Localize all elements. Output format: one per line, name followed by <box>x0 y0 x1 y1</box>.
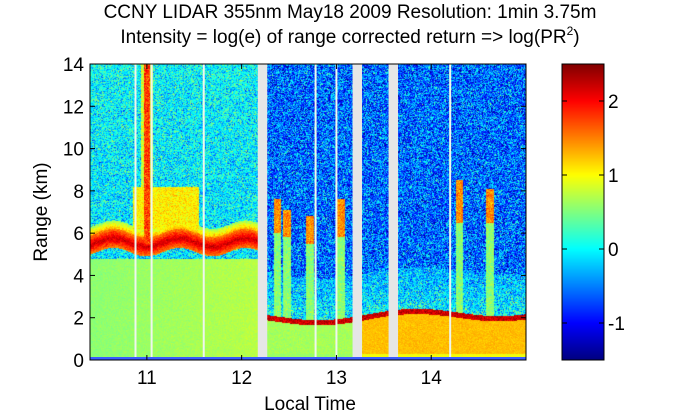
colorbar-gradient <box>562 64 604 360</box>
y-tick-label: 12 <box>63 97 84 118</box>
missing-profile-line <box>335 64 338 360</box>
near-surface-band <box>90 357 526 360</box>
x-tick-label: 12 <box>231 368 252 389</box>
y-tick-label: 10 <box>63 140 84 161</box>
lidar-heatmap <box>90 64 526 360</box>
colorbar-tick-label: 2 <box>608 92 619 113</box>
x-tick-label: 11 <box>137 368 157 389</box>
plot-area: 11 12 13 14 0 2 4 6 8 10 12 14 <box>63 55 527 389</box>
colorbar-tick-label: 1 <box>608 166 619 187</box>
subtitle-suffix: ) <box>573 27 580 48</box>
x-axis: 11 12 13 14 <box>137 64 442 389</box>
y-tick-label: 8 <box>73 182 84 203</box>
data-gap <box>352 64 363 360</box>
y-axis: 0 2 4 6 8 10 12 14 <box>63 55 526 372</box>
colorbar-tick-label: 0 <box>608 240 619 261</box>
colorbar-ticks: -1 0 1 2 <box>562 92 625 335</box>
subtitle-prefix: Intensity = log(e) of range corrected re… <box>120 27 567 48</box>
y-tick-label: 6 <box>73 224 84 245</box>
missing-profile-line <box>449 64 452 360</box>
colorbar: -1 0 1 2 <box>561 63 625 361</box>
missing-profile-line <box>202 64 205 360</box>
y-axis-label: Range (km) <box>31 162 52 262</box>
y-tick-label: 0 <box>73 351 84 372</box>
plot-frame <box>89 63 527 361</box>
colorbar-tick-label: -1 <box>608 314 625 335</box>
missing-profile-line <box>314 64 317 360</box>
y-tick-label: 4 <box>73 266 84 287</box>
subtitle-superscript: 2 <box>566 24 574 38</box>
x-axis-label: Local Time <box>264 394 356 415</box>
data-gap <box>388 64 399 360</box>
missing-profile-line <box>134 64 137 360</box>
missing-profile-line <box>150 64 153 360</box>
data-gap <box>257 64 268 360</box>
chart-subtitle: Intensity = log(e) of range corrected re… <box>0 24 700 49</box>
x-tick-label: 13 <box>326 368 347 389</box>
colorbar-frame <box>561 63 605 361</box>
chart-title: CCNY LIDAR 355nm May18 2009 Resolution: … <box>103 2 597 23</box>
x-tick-label: 14 <box>421 368 443 389</box>
y-tick-label: 14 <box>63 55 85 76</box>
data-gaps <box>90 64 526 360</box>
y-tick-label: 2 <box>73 309 84 330</box>
